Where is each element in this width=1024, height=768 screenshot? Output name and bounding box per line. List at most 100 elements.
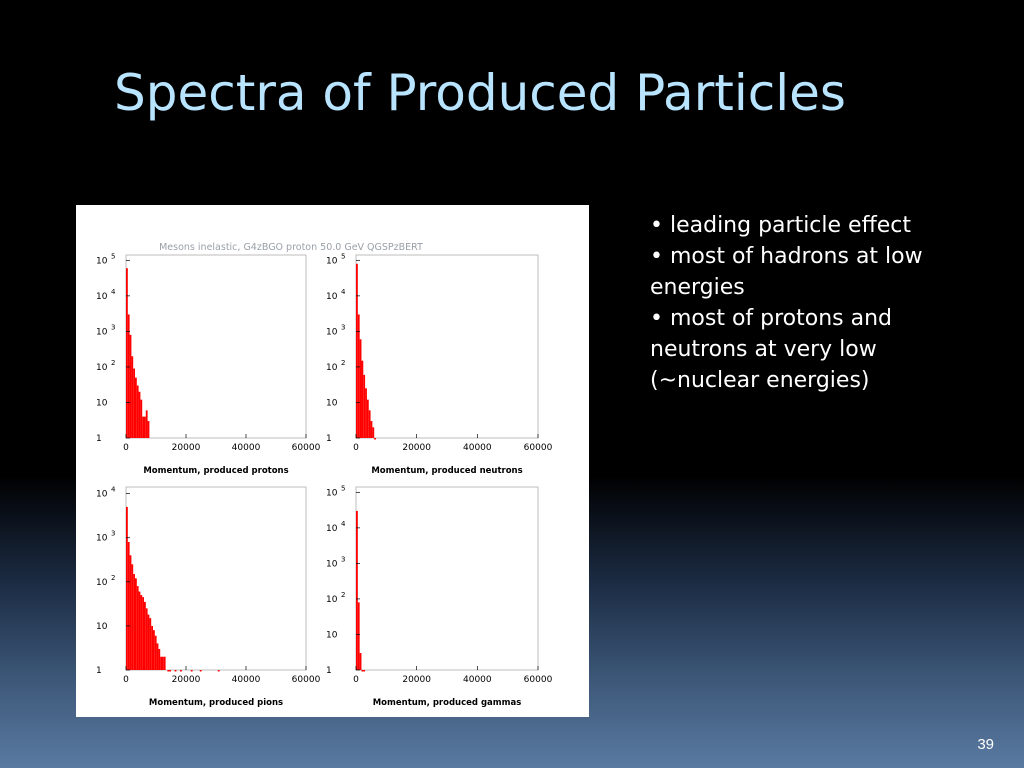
x-tick-label: 60000 bbox=[524, 443, 553, 453]
histogram-bar bbox=[359, 339, 362, 438]
histogram-bar bbox=[135, 377, 137, 438]
histogram-bar bbox=[154, 635, 157, 670]
slide-title: Spectra of Produced Particles bbox=[114, 64, 846, 122]
x-tick-label: 60000 bbox=[524, 675, 553, 685]
histogram-bar bbox=[142, 597, 144, 670]
plot-frame bbox=[125, 254, 307, 439]
histogram-bar bbox=[138, 591, 141, 670]
y-tick-exponent: 3 bbox=[111, 530, 115, 538]
histogram-bar bbox=[133, 368, 135, 438]
histogram-bar bbox=[136, 385, 139, 438]
y-tick-label: 10 bbox=[326, 327, 338, 337]
histogram-bar bbox=[127, 541, 130, 670]
y-tick-exponent: 2 bbox=[111, 359, 115, 367]
y-tick-label: 10 bbox=[96, 363, 108, 373]
histogram-svg: Mesons inelastic, G4zBGO proton 50.0 GeV… bbox=[96, 242, 553, 708]
histogram-bar bbox=[162, 656, 164, 670]
bullet-list: • leading particle effect • most of hadr… bbox=[650, 210, 980, 396]
y-tick-label: 10 bbox=[326, 595, 338, 605]
y-tick-exponent: 5 bbox=[341, 484, 345, 492]
x-tick-label: 20000 bbox=[172, 675, 201, 685]
y-tick-label: 10 bbox=[96, 622, 108, 632]
histogram-bar bbox=[149, 618, 152, 670]
y-tick-exponent: 5 bbox=[111, 252, 115, 260]
histogram-bar bbox=[190, 670, 193, 672]
histogram-bar bbox=[140, 595, 143, 670]
x-axis-label: Momentum, produced pions bbox=[149, 698, 283, 708]
histogram-bar bbox=[357, 314, 360, 438]
histogram-bar bbox=[370, 421, 373, 438]
x-tick-label: 0 bbox=[353, 675, 359, 685]
histogram-bar bbox=[138, 391, 141, 438]
x-tick-label: 0 bbox=[353, 443, 359, 453]
histogram-bar bbox=[361, 670, 364, 672]
plot-frame bbox=[355, 486, 539, 671]
x-axis-label: Momentum, produced neutrons bbox=[371, 466, 522, 476]
y-tick-label: 1 bbox=[326, 434, 332, 444]
histogram-bar bbox=[167, 670, 170, 672]
histogram-bar bbox=[169, 670, 171, 672]
histogram-bar bbox=[133, 574, 135, 670]
y-tick-label: 10 bbox=[326, 524, 338, 534]
histogram-bar bbox=[145, 410, 148, 438]
y-tick-label: 10 bbox=[326, 559, 338, 569]
histogram-bar bbox=[365, 388, 367, 438]
y-tick-exponent: 3 bbox=[341, 555, 345, 563]
histogram-bar bbox=[374, 438, 377, 440]
y-tick-label: 1 bbox=[326, 666, 332, 676]
x-tick-label: 0 bbox=[123, 675, 129, 685]
y-tick-label: 10 bbox=[96, 327, 108, 337]
histogram-bar bbox=[127, 314, 130, 438]
x-tick-label: 60000 bbox=[292, 675, 321, 685]
histogram-bar bbox=[357, 602, 360, 670]
y-tick-label: 1 bbox=[96, 666, 102, 676]
y-tick-label: 10 bbox=[326, 488, 338, 498]
histogram-bar bbox=[356, 510, 358, 670]
y-tick-label: 1 bbox=[96, 434, 102, 444]
histogram-bar bbox=[131, 564, 134, 670]
histogram-bar bbox=[174, 670, 177, 672]
histogram-bar bbox=[145, 608, 148, 670]
histogram-bar bbox=[366, 399, 369, 438]
y-tick-label: 10 bbox=[96, 292, 108, 302]
y-tick-exponent: 2 bbox=[111, 574, 115, 582]
histogram-bar bbox=[136, 586, 139, 670]
y-tick-label: 10 bbox=[326, 363, 338, 373]
histogram-bar bbox=[131, 356, 134, 438]
histogram-bar bbox=[163, 656, 166, 670]
histogram-bar bbox=[363, 670, 366, 672]
histogram-bar bbox=[158, 648, 161, 670]
histogram-bar bbox=[129, 555, 132, 670]
figure-title: Mesons inelastic, G4zBGO proton 50.0 GeV… bbox=[159, 242, 423, 253]
histogram-bar bbox=[126, 268, 128, 438]
y-tick-label: 10 bbox=[326, 292, 338, 302]
bullet-item: • most of hadrons at low energies bbox=[650, 244, 923, 300]
y-tick-exponent: 3 bbox=[111, 323, 115, 331]
histogram-bar bbox=[361, 360, 364, 438]
histogram-bar bbox=[363, 374, 366, 438]
y-tick-exponent: 2 bbox=[341, 359, 345, 367]
y-tick-label: 10 bbox=[96, 398, 108, 408]
y-tick-label: 10 bbox=[96, 256, 108, 266]
y-tick-exponent: 4 bbox=[341, 520, 346, 528]
histogram-bar bbox=[129, 334, 132, 438]
y-tick-exponent: 4 bbox=[111, 486, 116, 494]
x-tick-label: 40000 bbox=[232, 675, 261, 685]
histogram-figure: Mesons inelastic, G4zBGO proton 50.0 GeV… bbox=[76, 205, 589, 717]
y-tick-exponent: 3 bbox=[341, 323, 345, 331]
plot-frame bbox=[355, 254, 539, 439]
histogram-bar bbox=[160, 656, 162, 670]
histogram-bar bbox=[126, 506, 128, 670]
page-number: 39 bbox=[977, 736, 994, 753]
y-tick-label: 10 bbox=[326, 398, 338, 408]
histogram-bar bbox=[140, 399, 143, 438]
bullet-item: • leading particle effect bbox=[650, 213, 911, 238]
x-tick-label: 60000 bbox=[292, 443, 321, 453]
x-tick-label: 20000 bbox=[402, 443, 431, 453]
x-tick-label: 0 bbox=[123, 443, 129, 453]
histogram-bar bbox=[144, 601, 146, 670]
